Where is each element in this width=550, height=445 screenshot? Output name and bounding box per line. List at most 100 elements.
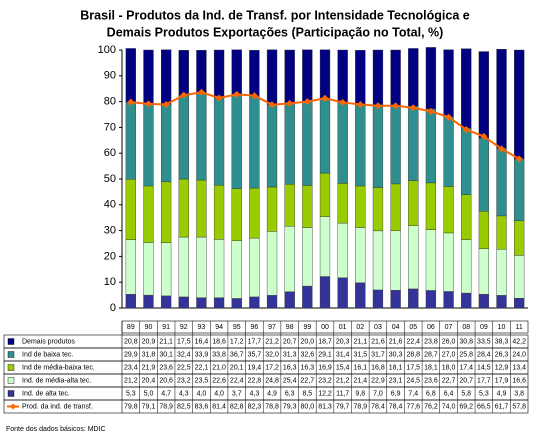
line-marker [409, 104, 417, 112]
bar-segment [355, 104, 366, 187]
bar-segment [213, 49, 225, 99]
x-tick-label: 99 [303, 324, 311, 331]
x-tick-label: 01 [339, 324, 347, 331]
table-cell: 32,0 [265, 351, 279, 358]
table-cell: 22,6 [212, 377, 226, 384]
table-cell: 23,5 [195, 377, 209, 384]
table-cell: 26,0 [442, 338, 456, 345]
table-cell: 6,8 [426, 390, 436, 397]
bar-segment [231, 188, 242, 241]
legend-swatch [7, 377, 15, 384]
legend-label: Ind de baixa tec. [22, 351, 73, 358]
bar-segment [408, 106, 419, 181]
bar-segment [266, 186, 278, 232]
x-tick-label: 94 [215, 324, 223, 331]
table-cell: 4,9 [267, 390, 277, 397]
table-cell: 81,4 [212, 403, 226, 410]
bar-segment [390, 49, 401, 106]
line-marker [250, 92, 258, 100]
line-marker [268, 101, 276, 109]
table-cell: 22,4 [406, 338, 420, 345]
y-tick-label: 0 [110, 302, 116, 314]
table-cell: 18,0 [442, 364, 456, 371]
chart-title: Demais Produtos Exportações (Participaçã… [107, 25, 444, 39]
bar-segment [143, 49, 154, 105]
table-cell: 20,9 [142, 338, 156, 345]
bar-segment [196, 92, 207, 181]
x-tick-label: 02 [356, 324, 364, 331]
table-cell: 81,3 [318, 403, 332, 410]
y-tick-label: 100 [98, 44, 116, 56]
table-cell: 17,7 [477, 377, 491, 384]
bar-segment [514, 255, 525, 299]
line-marker [162, 100, 170, 108]
bar-segment [266, 295, 278, 309]
table-cell: 4,9 [497, 390, 507, 397]
table-cell: 26,3 [495, 351, 509, 358]
bar-segment [355, 185, 366, 228]
table-cell: 17,9 [495, 377, 509, 384]
table-cell: 28,8 [406, 351, 420, 358]
bar-segment [372, 289, 384, 309]
bar-segment [478, 294, 490, 309]
legend-label: Ind de média-baixa tec. [22, 364, 95, 371]
bar-segment [443, 116, 454, 187]
table-cell: 22,8 [248, 377, 262, 384]
table-cell: 22,9 [371, 377, 385, 384]
line-marker [356, 100, 364, 108]
bar-segment [461, 48, 472, 129]
table-cell: 82,3 [248, 403, 262, 410]
table-cell: 16,9 [318, 364, 332, 371]
table-cell: 21,2 [124, 377, 138, 384]
x-tick-label: 10 [498, 324, 506, 331]
table-cell: 16,3 [301, 364, 315, 371]
table-cell: 27,0 [442, 351, 456, 358]
legend-label: Ind. de alta tec. [22, 390, 70, 397]
table-cell: 23,1 [389, 377, 403, 384]
bar-segment [143, 242, 154, 296]
bar-segment [196, 50, 207, 93]
table-cell: 3,7 [232, 390, 242, 397]
table-cell: 21,0 [212, 364, 226, 371]
table-cell: 16,3 [283, 364, 297, 371]
bar-segment [496, 295, 507, 309]
table-cell: 12,9 [495, 364, 509, 371]
bar-segment [461, 194, 472, 240]
table-cell: 6,9 [391, 390, 401, 397]
bar-segment [425, 229, 437, 291]
bar-segment [125, 101, 136, 180]
table-cell: 78,4 [371, 403, 385, 410]
bar-segment [496, 49, 507, 149]
table-cell: 9,8 [355, 390, 365, 397]
line-marker [515, 155, 523, 163]
table-cell: 33,5 [477, 338, 491, 345]
table-cell: 22,5 [177, 364, 191, 371]
table-cell: 42,2 [512, 338, 526, 345]
bar-segment [461, 127, 472, 195]
table-cell: 17,5 [406, 364, 420, 371]
table-cell: 76,2 [424, 403, 438, 410]
table-cell: 57,8 [512, 403, 526, 410]
legend-swatch [7, 351, 15, 358]
table-cell: 20,1 [230, 364, 244, 371]
x-tick-label: 11 [516, 324, 523, 331]
bar-segment [443, 291, 454, 309]
table-cell: 30,3 [389, 351, 403, 358]
table-cell: 21,4 [353, 377, 367, 384]
table-cell: 82,5 [177, 403, 191, 410]
table-cell: 15,4 [336, 364, 350, 371]
bar-segment [443, 186, 454, 234]
bar-segment [196, 297, 207, 309]
table-cell: 83,6 [195, 403, 209, 410]
bar-segment [125, 294, 136, 309]
table-cell: 20,7 [459, 377, 473, 384]
bar-segment [443, 49, 454, 118]
table-cell: 6,3 [285, 390, 295, 397]
line-marker [144, 100, 152, 108]
table-cell: 16,1 [353, 364, 367, 371]
table-cell: 20,6 [159, 377, 173, 384]
bar-segment [213, 239, 225, 298]
table-cell: 31,5 [353, 351, 367, 358]
x-tick-label: 04 [392, 324, 400, 331]
table-cell: 3,8 [514, 390, 524, 397]
